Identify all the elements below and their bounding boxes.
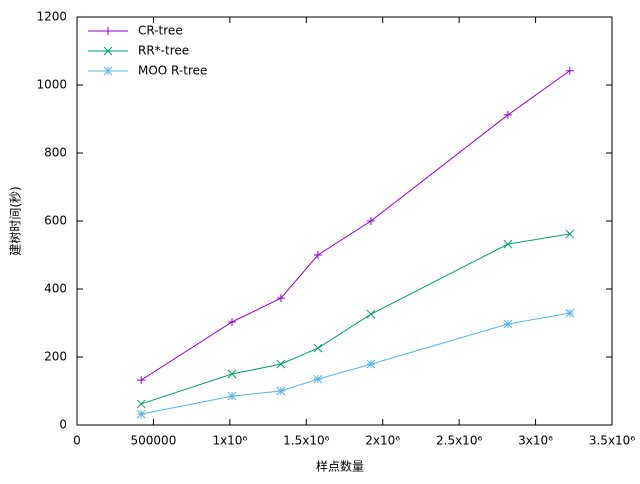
y-axis-label: 建树时间(秒)	[8, 186, 23, 255]
x-tick-label: 2x10⁶	[365, 434, 400, 448]
data-point	[313, 343, 323, 353]
series-line	[141, 312, 570, 415]
legend-marker	[103, 46, 113, 56]
series-line	[141, 233, 570, 405]
data-point	[565, 229, 575, 239]
x-tick-label: 0	[73, 434, 81, 448]
legend-item: MOO R-tree	[88, 64, 207, 78]
x-tick-label: 3.5x10⁶	[589, 434, 635, 448]
legend-label: CR-tree	[138, 24, 183, 38]
data-point	[366, 309, 376, 319]
y-tick-label: 400	[44, 282, 67, 296]
legend-marker	[104, 27, 112, 35]
x-tick-label: 1x10⁶	[212, 434, 247, 448]
data-point	[227, 317, 236, 326]
data-point	[136, 409, 146, 419]
data-point	[136, 399, 146, 409]
y-tick-label: 0	[59, 418, 67, 432]
data-point	[503, 239, 513, 249]
data-point	[137, 376, 146, 385]
x-tick-label: 1.5x10⁶	[283, 434, 329, 448]
y-tick-label: 800	[44, 146, 67, 160]
data-point	[276, 294, 285, 303]
data-point	[313, 251, 322, 259]
data-point	[276, 359, 286, 369]
data-point	[503, 110, 512, 119]
legend-label: RR*-tree	[138, 44, 189, 58]
data-point	[276, 386, 286, 396]
y-tick-label: 1200	[36, 10, 67, 24]
data-point	[366, 217, 375, 225]
data-point	[503, 319, 513, 329]
data-point	[227, 391, 237, 401]
legend-marker	[103, 66, 113, 76]
data-point	[565, 308, 575, 318]
y-tick-label: 1000	[36, 78, 67, 92]
plot-border	[76, 16, 613, 426]
series-line	[140, 70, 571, 381]
x-tick-label: 2.5x10⁶	[436, 434, 482, 448]
legend-item: RR*-tree	[88, 44, 189, 58]
x-axis-label: 样点数量	[316, 459, 364, 474]
y-tick-label: 200	[44, 350, 67, 364]
legend-label: MOO R-tree	[138, 64, 207, 78]
data-point	[227, 369, 237, 379]
legend-item: CR-tree	[88, 24, 183, 38]
x-tick-label: 3x10⁶	[518, 434, 553, 448]
data-point	[565, 66, 574, 75]
x-tick-label: 500000	[131, 434, 177, 448]
data-point	[366, 359, 376, 369]
data-point	[313, 374, 323, 384]
y-tick-label: 600	[44, 214, 67, 228]
